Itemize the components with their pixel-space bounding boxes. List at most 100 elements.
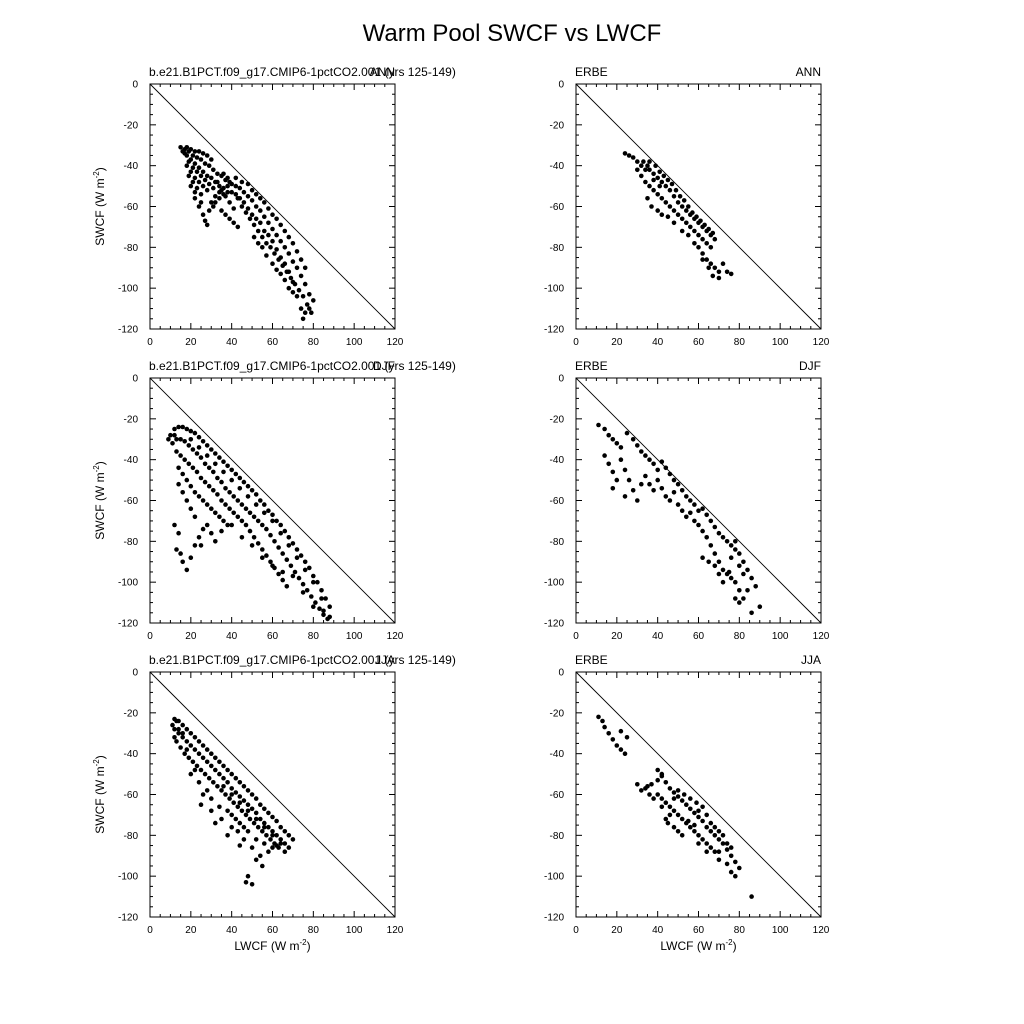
scatter-point bbox=[716, 837, 722, 842]
scatter-point bbox=[659, 796, 665, 801]
scatter-point bbox=[282, 277, 288, 283]
scatter-point bbox=[665, 177, 671, 183]
scatter-point bbox=[229, 477, 234, 483]
scatter-point bbox=[184, 739, 190, 744]
scatter-point bbox=[229, 824, 234, 830]
scatter-point bbox=[300, 590, 306, 595]
scatter-point bbox=[247, 816, 253, 822]
scatter-point bbox=[684, 802, 689, 807]
y-tick-label: -60 bbox=[124, 790, 139, 801]
x-axis-label: LWCF (W m-2) bbox=[660, 938, 736, 953]
x-tick-label: 120 bbox=[813, 631, 830, 642]
x-tick-label: 0 bbox=[573, 925, 579, 936]
scatter-point bbox=[286, 535, 292, 540]
scatter-point bbox=[728, 543, 734, 548]
x-tick-label: 80 bbox=[308, 337, 320, 348]
scatter-point bbox=[264, 553, 269, 558]
scatter-point bbox=[255, 241, 261, 246]
scatter-point bbox=[720, 535, 726, 540]
scatter-point bbox=[665, 214, 671, 219]
scatter-point bbox=[630, 488, 636, 493]
y-tick-label: -40 bbox=[124, 749, 139, 760]
scatter-point bbox=[733, 579, 738, 585]
scatter-point bbox=[249, 543, 255, 548]
scatter-point bbox=[665, 820, 671, 826]
scatter-point bbox=[679, 508, 685, 513]
scatter-point bbox=[243, 812, 249, 818]
scatter-point bbox=[635, 498, 640, 503]
scatter-point bbox=[176, 731, 181, 736]
scatter-point bbox=[262, 820, 267, 826]
y-tick-label: -60 bbox=[550, 202, 565, 213]
scatter-point bbox=[206, 163, 212, 168]
scatter-point bbox=[211, 780, 216, 785]
y-tick-label: -60 bbox=[550, 790, 565, 801]
scatter-point bbox=[223, 212, 228, 217]
scatter-point bbox=[655, 767, 660, 773]
scatter-point bbox=[692, 518, 697, 524]
scatter-point bbox=[675, 794, 681, 799]
scatter-point bbox=[274, 232, 279, 238]
scatter-point bbox=[610, 437, 616, 442]
y-axis-label: SWCF (W m-2) bbox=[92, 755, 107, 833]
reference-line bbox=[575, 83, 822, 330]
scatter-point bbox=[684, 208, 689, 213]
y-tick-label: -80 bbox=[550, 243, 565, 254]
scatter-point bbox=[643, 786, 648, 791]
scatter-point bbox=[716, 530, 722, 536]
scatter-point bbox=[294, 249, 300, 254]
scatter-point bbox=[647, 167, 652, 173]
scatter-point bbox=[327, 604, 333, 609]
scatter-point bbox=[188, 771, 194, 777]
scatter-point bbox=[192, 189, 198, 195]
scatter-point bbox=[217, 804, 222, 810]
scatter-point bbox=[239, 179, 245, 185]
scatter-point bbox=[260, 245, 265, 250]
scatter-point bbox=[639, 163, 644, 168]
scatter-point bbox=[237, 800, 243, 805]
reference-line bbox=[149, 83, 396, 330]
scatter-point bbox=[182, 151, 187, 156]
scatter-point bbox=[190, 153, 196, 158]
scatter-point bbox=[249, 187, 255, 193]
scatter-point bbox=[206, 775, 212, 781]
scatter-point bbox=[170, 722, 175, 728]
scatter-point bbox=[251, 234, 257, 240]
scatter-point bbox=[209, 751, 214, 756]
scatter-point bbox=[663, 816, 669, 822]
scatter-point bbox=[704, 849, 709, 854]
scatter-point bbox=[198, 767, 204, 773]
scatter-point bbox=[708, 245, 714, 250]
scatter-point bbox=[200, 755, 206, 761]
scatter-point bbox=[196, 494, 202, 499]
scatter-point bbox=[184, 477, 190, 483]
y-tick-label: -100 bbox=[544, 284, 564, 295]
scatter-point bbox=[237, 780, 243, 785]
scatter-point bbox=[663, 800, 669, 805]
scatter-point bbox=[302, 559, 308, 565]
scatter-point bbox=[229, 181, 234, 187]
scatter-point bbox=[251, 820, 257, 826]
scatter-point bbox=[286, 251, 292, 256]
scatter-point bbox=[258, 498, 263, 503]
scatter-point bbox=[708, 543, 714, 548]
scatter-point bbox=[663, 200, 669, 205]
scatter-point bbox=[675, 200, 681, 205]
scatter-point bbox=[304, 302, 310, 307]
scatter-point bbox=[716, 275, 722, 281]
scatter-point bbox=[614, 477, 620, 483]
scatter-point bbox=[708, 845, 714, 850]
scatter-point bbox=[241, 824, 247, 830]
scatter-point bbox=[663, 780, 669, 785]
scatter-point bbox=[274, 247, 279, 252]
scatter-point bbox=[630, 437, 636, 442]
scatter-point bbox=[284, 557, 290, 562]
scatter-point bbox=[307, 306, 312, 311]
scatter-point bbox=[204, 153, 210, 158]
scatter-point bbox=[278, 841, 284, 846]
scatter-point bbox=[745, 588, 750, 593]
scatter-point bbox=[166, 437, 171, 442]
panel-left-title: b.e21.B1PCT.f09_g17.CMIP6-1pctCO2.001 (y… bbox=[149, 359, 456, 373]
scatter-point bbox=[651, 488, 656, 493]
